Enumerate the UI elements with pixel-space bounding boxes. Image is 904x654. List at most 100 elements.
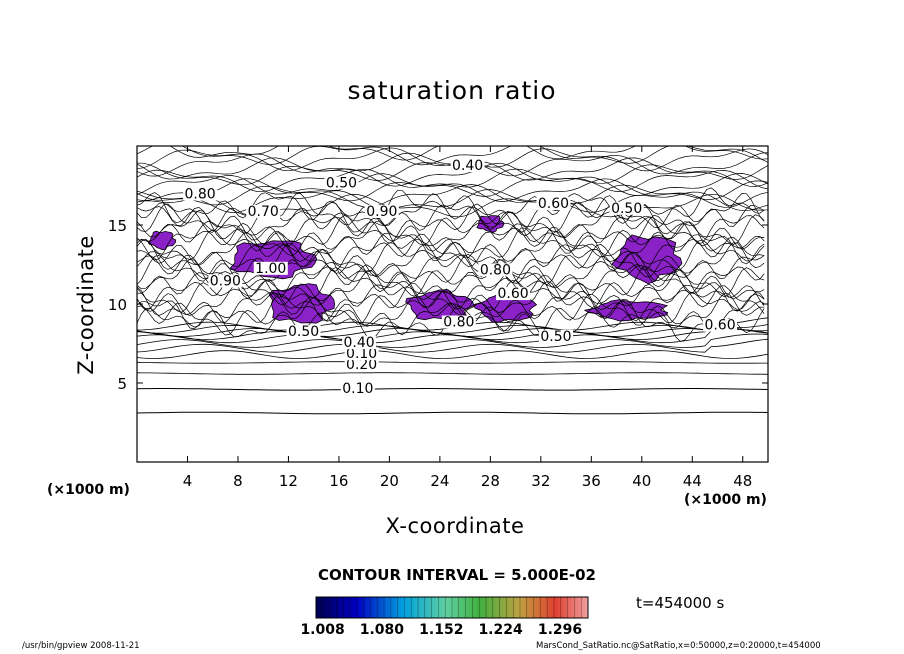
colorbar-tick-label: 1.080 — [359, 622, 405, 638]
contour-interval: CONTOUR INTERVAL = 5.000E-02 — [318, 566, 596, 584]
contour-label-bg — [538, 329, 573, 343]
contour-line — [137, 201, 765, 235]
x-tick-label: 36 — [582, 472, 601, 490]
contour-line — [137, 184, 768, 208]
contour-line — [137, 162, 768, 187]
contour-label-bg — [342, 336, 377, 350]
contour-label-bg — [441, 315, 476, 329]
contour-label-bg — [324, 176, 359, 190]
supersaturated-region — [611, 234, 683, 285]
contour-line — [137, 411, 768, 415]
contour-line — [137, 242, 765, 284]
x-tick-label: 20 — [380, 472, 399, 490]
contour-line — [137, 230, 765, 272]
contour-label-bg — [340, 381, 375, 395]
contour-line — [137, 388, 768, 391]
contour-line — [137, 361, 768, 364]
y-axis-label: Z-coordinate — [74, 235, 98, 375]
contour-label-bg — [478, 263, 513, 277]
contour-line — [137, 193, 768, 218]
x-tick-label: 40 — [632, 472, 651, 490]
contour-line — [137, 214, 765, 254]
footer-right: MarsCond_SatRatio.nc@SatRatio,x=0:50000,… — [536, 641, 821, 651]
y-tick-label: 15 — [108, 217, 127, 235]
contour-label-bg — [536, 197, 571, 211]
chart-title: saturation ratio — [347, 76, 557, 105]
contour-lines — [137, 146, 768, 415]
contour-line — [137, 324, 768, 337]
supersaturated-regions — [147, 215, 683, 324]
contour-label-bg — [246, 204, 281, 218]
colorbar-tick-label: 1.296 — [537, 622, 583, 638]
contour-label-bg — [609, 201, 644, 215]
contour-label: 0.80 — [185, 187, 216, 203]
contour-label-bg — [253, 261, 288, 275]
colorbar-tick-label: 1.224 — [478, 622, 523, 638]
contour-line — [137, 210, 765, 247]
x-axis: 4 8 12 16 20 24 28 32 36 40 44 48 — [183, 146, 752, 490]
time-label: t=454000 s — [636, 594, 725, 612]
contour-line — [137, 279, 765, 313]
contour-line — [137, 286, 765, 325]
contour-line — [137, 333, 768, 348]
contour-label-bg — [364, 204, 399, 218]
x-tick-label: 48 — [733, 472, 752, 490]
contour-label: 0.20 — [346, 357, 377, 373]
contour-label: 0.50 — [540, 329, 571, 345]
x-tick-label: 4 — [183, 472, 193, 490]
supersaturated-region — [147, 230, 177, 251]
contour-label: 0.60 — [538, 196, 569, 212]
contour-label: 1.00 — [255, 261, 286, 277]
contour-label: 0.50 — [326, 176, 357, 192]
contour-label: 0.70 — [248, 204, 279, 220]
footer-left: /usr/bin/gpview 2008-11-21 — [22, 641, 140, 651]
x-tick-label: 28 — [481, 472, 500, 490]
colorbar-ticks — [322, 597, 582, 618]
contour-label: 0.60 — [497, 286, 528, 302]
x-tick-label: 12 — [279, 472, 298, 490]
colorbar-tick-label: 1.008 — [300, 622, 345, 638]
contour-line — [169, 146, 768, 161]
contour-label: 0.80 — [480, 262, 511, 278]
x-tick-label: 24 — [430, 472, 449, 490]
contour-label-bg — [703, 318, 738, 332]
contour-line — [137, 338, 768, 353]
contour-label: 0.50 — [288, 324, 319, 340]
x-tick-label: 44 — [683, 472, 702, 490]
contour-line — [137, 168, 768, 193]
y-axis: 5 10 15 — [108, 217, 768, 393]
contour-line — [137, 178, 768, 202]
x-tick-label: 32 — [531, 472, 550, 490]
contour-label-bg — [286, 325, 321, 339]
contour-line — [137, 187, 765, 225]
contour-label: 0.10 — [346, 346, 377, 362]
contour-line — [137, 350, 768, 359]
contour-label-bg — [183, 187, 218, 201]
contour-label-bg — [344, 347, 379, 361]
contour-label: 0.40 — [344, 335, 375, 351]
contour-label: 0.80 — [443, 315, 474, 331]
contour-line — [137, 325, 768, 340]
contour-label: 0.60 — [704, 318, 735, 334]
contour-label-bg — [496, 287, 531, 301]
contour-line — [137, 296, 765, 337]
x-axis-label: X-coordinate — [385, 514, 525, 538]
contour-line — [137, 173, 768, 197]
contour-label: 0.50 — [611, 201, 642, 217]
contour-label: 0.90 — [210, 273, 241, 289]
x-unit-left: (×1000 m) — [47, 482, 130, 498]
x-tick-label: 16 — [329, 472, 348, 490]
y-tick-label: 10 — [108, 296, 127, 314]
x-tick-label: 8 — [233, 472, 243, 490]
colorbar-tick-label: 1.152 — [419, 622, 464, 638]
contour-label-bg — [450, 159, 485, 173]
contour-label: 0.40 — [452, 158, 483, 174]
contour-line — [137, 253, 765, 294]
contour-line — [137, 193, 765, 234]
contour-labels: 0.100.200.100.400.50 0.500.80 0.601.000.90… — [183, 158, 738, 397]
x-unit-right: (×1000 m) — [684, 492, 767, 508]
contour-line — [137, 227, 765, 265]
contour-label-bg — [208, 274, 243, 288]
contour-line — [137, 239, 765, 273]
